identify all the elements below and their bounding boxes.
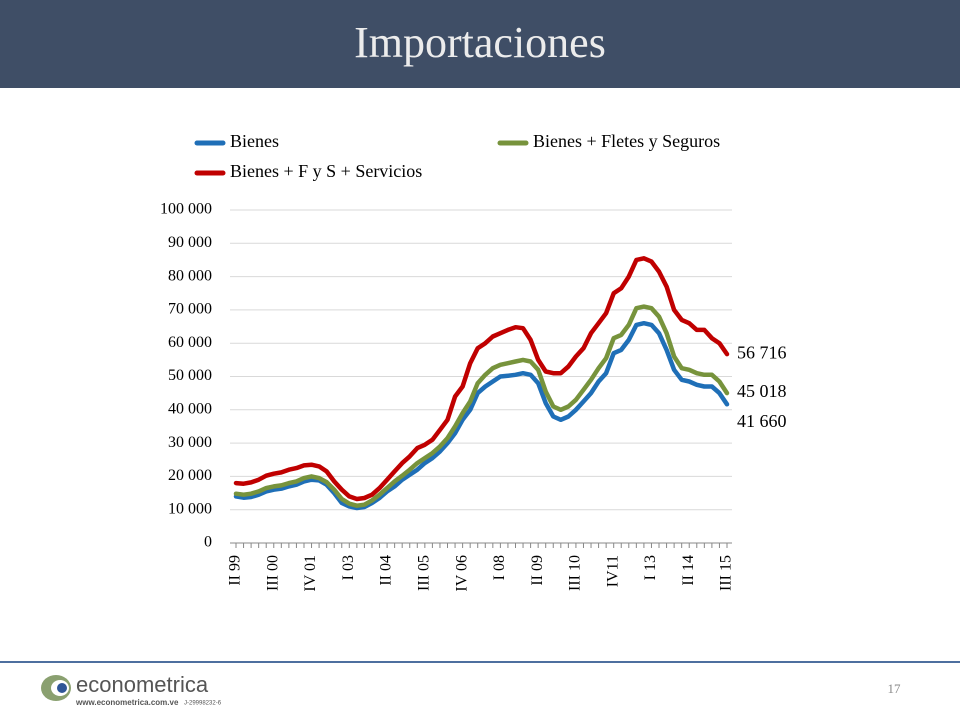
legend-label: Bienes xyxy=(230,131,279,151)
x-tick-label: II 09 xyxy=(529,555,546,586)
legend-label: Bienes + F y S + Servicios xyxy=(230,161,422,181)
data-label: 56 716 xyxy=(737,342,787,362)
y-tick-label: 20 000 xyxy=(168,467,212,484)
x-tick-label: IV 06 xyxy=(453,555,470,592)
y-tick-label: 10 000 xyxy=(168,500,212,517)
x-tick-label: II 99 xyxy=(227,555,244,586)
x-tick-label: II 04 xyxy=(378,555,395,586)
series-line xyxy=(233,304,730,508)
x-tick-label: I 13 xyxy=(642,555,659,580)
logo-name: econometrica xyxy=(76,672,209,697)
x-tick-label: I 03 xyxy=(340,555,357,580)
series-line xyxy=(233,256,730,502)
logo-url: www.econometrica.com.ve xyxy=(75,698,179,707)
y-tick-label: 60 000 xyxy=(168,334,212,351)
logo-id: J-29998232-6 xyxy=(184,701,222,707)
chart-title: Importaciones xyxy=(354,18,606,67)
data-label: 41 660 xyxy=(737,411,787,431)
y-tick-label: 70 000 xyxy=(168,301,212,318)
y-tick-label: 90 000 xyxy=(168,234,212,251)
x-tick-label: IV11 xyxy=(604,555,621,587)
x-tick-label: II 14 xyxy=(680,555,697,586)
logo-mark xyxy=(57,683,67,693)
y-tick-label: 80 000 xyxy=(168,267,212,284)
y-tick-label: 0 xyxy=(204,534,212,551)
x-tick-label: I 08 xyxy=(491,555,508,580)
x-tick-label: III 10 xyxy=(567,555,584,591)
logo: econometrica www.econometrica.com.ve J-2… xyxy=(41,672,222,707)
page-number: 17 xyxy=(888,681,902,696)
y-tick-label: 50 000 xyxy=(168,367,212,384)
x-tick-label: III 00 xyxy=(264,555,281,591)
x-tick-label: IV 01 xyxy=(302,555,319,592)
series-line xyxy=(233,320,730,511)
x-tick-label: III 15 xyxy=(718,555,735,591)
y-tick-label: 100 000 xyxy=(160,201,212,218)
y-tick-label: 30 000 xyxy=(168,434,212,451)
legend-label: Bienes + Fletes y Seguros xyxy=(533,131,720,151)
title-bar xyxy=(0,0,960,88)
x-tick-label: III 05 xyxy=(416,555,433,591)
data-label: 45 018 xyxy=(737,381,787,401)
y-tick-label: 40 000 xyxy=(168,400,212,417)
